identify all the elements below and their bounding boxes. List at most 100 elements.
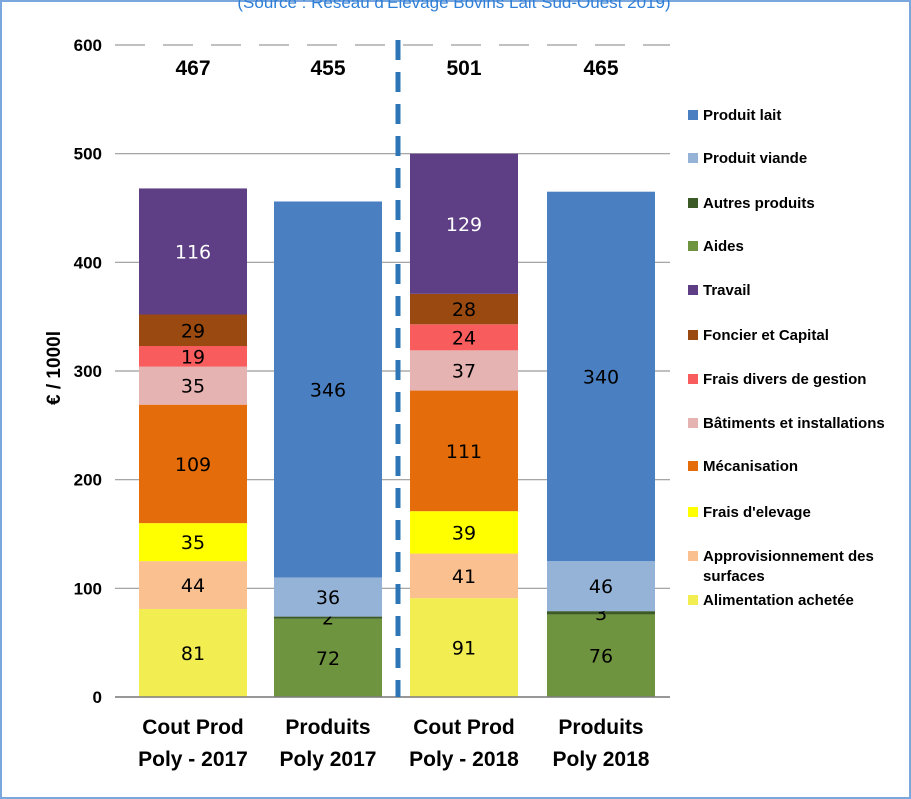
legend-swatch	[688, 418, 698, 428]
bar-segment	[410, 293, 518, 325]
bar-segment	[139, 561, 247, 609]
axes: 0 100 200 300 400 500 600 Cout Prod Poly - 2017 P…	[74, 36, 670, 771]
legend-label: Mécanisation	[703, 458, 798, 475]
segment-label: 39	[452, 522, 476, 544]
legend-label: Autres produits	[703, 195, 815, 212]
segment-label: 129	[446, 214, 482, 236]
y-tick-label: 600	[74, 36, 102, 55]
bar-segment	[547, 614, 655, 697]
legend-label: Frais divers de gestion	[703, 371, 866, 388]
segment-label: 91	[452, 638, 476, 660]
bar-segment	[547, 191, 655, 562]
bar-segment	[139, 188, 247, 315]
bar-total: 455	[310, 57, 345, 80]
segment-label: 81	[181, 643, 205, 665]
legend-label: Foncier et Capital	[703, 327, 829, 344]
segment-label: 37	[452, 360, 476, 382]
segment-label: 76	[589, 646, 613, 668]
category-label-line: Poly - 2017	[138, 748, 248, 771]
y-tick-label: 400	[74, 253, 102, 272]
legend-swatch	[688, 110, 698, 120]
segment-label: 346	[310, 379, 346, 401]
legend-label: Aides	[703, 238, 744, 255]
bar-segment	[274, 201, 382, 578]
segment-label: 36	[316, 587, 340, 609]
bar-segment	[274, 618, 382, 697]
bar-total: 467	[175, 57, 210, 80]
segment-label: 35	[181, 376, 205, 398]
segment-label: 24	[452, 327, 476, 349]
bar-segment	[410, 153, 518, 294]
category-label-line: Poly - 2018	[409, 748, 519, 771]
bar-segment	[139, 404, 247, 524]
legend-swatch	[688, 198, 698, 208]
bar-total: 501	[446, 57, 481, 80]
bar-segment	[139, 608, 247, 697]
bar-segment	[410, 350, 518, 391]
segment-label: 35	[181, 532, 205, 554]
y-tick-label: 100	[74, 579, 102, 598]
bar-total: 465	[583, 57, 618, 80]
legend: Produit lait Produit viande Autres produit…	[688, 107, 885, 609]
category-label-line: Produits	[558, 716, 643, 739]
category-label-line: Cout Prod	[413, 716, 514, 739]
segment-label: 28	[452, 299, 476, 321]
bar-segment	[410, 598, 518, 697]
segment-label: 72	[316, 648, 340, 670]
legend-swatch	[688, 461, 698, 471]
bar-segment	[274, 577, 382, 617]
y-tick-label: 300	[74, 362, 102, 381]
legend-swatch	[688, 330, 698, 340]
segment-label: 44	[181, 575, 205, 597]
category-label: Cout Prod Poly - 2018	[409, 716, 519, 771]
bar-segment	[139, 366, 247, 405]
legend-swatch	[688, 153, 698, 163]
legend-label: Produit lait	[703, 107, 781, 124]
legend-label-line: Approvisionnement des	[703, 548, 874, 565]
bar-segment	[410, 324, 518, 351]
legend-swatch	[688, 595, 698, 605]
bars: 8144351093519291167223634691413911137242…	[139, 153, 655, 697]
bar-segment	[547, 611, 655, 615]
legend-label: Frais d'elevage	[703, 504, 811, 521]
legend-label-line: surfaces	[703, 568, 765, 585]
legend-swatch	[688, 241, 698, 251]
bar-segment	[139, 346, 247, 367]
segment-label: 19	[181, 346, 205, 368]
y-tick-label: 0	[93, 688, 102, 707]
bar-segment	[410, 390, 518, 512]
legend-label: Produit viande	[703, 150, 807, 167]
bar-segment	[139, 314, 247, 347]
bar-segment	[410, 553, 518, 599]
segment-label: 41	[452, 566, 476, 588]
legend-swatch	[688, 374, 698, 384]
y-tick-label: 500	[74, 145, 102, 164]
legend-label: Travail	[703, 282, 751, 299]
category-label-line: Poly 2017	[280, 748, 377, 771]
legend-swatch	[688, 507, 698, 517]
category-label: Produits Poly 2017	[280, 716, 377, 771]
bar-segment	[139, 523, 247, 562]
source-note: (Source : Réseau d'Elevage Bovins Lait S…	[237, 0, 670, 12]
category-label-line: Produits	[285, 716, 370, 739]
bar-segment	[274, 616, 382, 619]
segment-label: 111	[446, 441, 482, 463]
y-axis-label: € / 1000l	[44, 331, 65, 405]
y-tick-label: 200	[74, 471, 102, 490]
category-label: Cout Prod Poly - 2017	[138, 716, 248, 771]
segment-label: 29	[181, 320, 205, 342]
legend-label: Alimentation achetée	[703, 592, 854, 609]
category-label-line: Cout Prod	[142, 716, 243, 739]
category-label: Produits Poly 2018	[553, 716, 650, 771]
segment-label: 109	[175, 454, 211, 476]
legend-label: Bâtiments et installations	[703, 415, 885, 432]
bar-segment	[410, 511, 518, 554]
segment-label: 46	[589, 576, 613, 598]
bar-segment	[547, 561, 655, 612]
bar-totals: 467 455 501 465	[175, 57, 618, 80]
segment-label: 116	[175, 241, 211, 263]
segment-label: 340	[583, 366, 619, 388]
legend-label: Approvisionnement des surfaces	[703, 548, 874, 585]
